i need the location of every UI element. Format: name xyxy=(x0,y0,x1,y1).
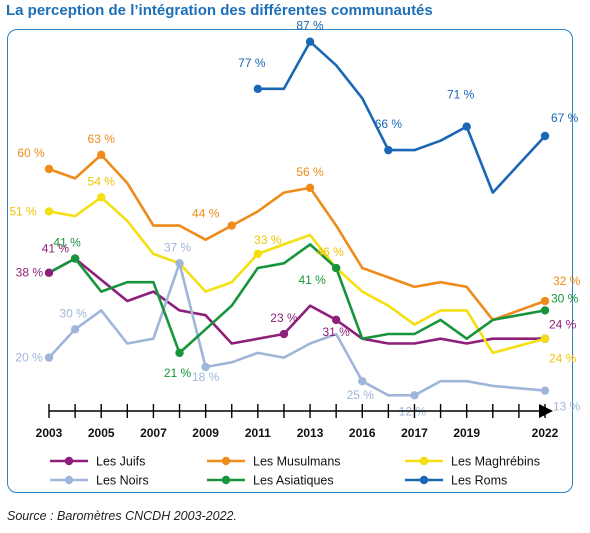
x-tick-label-2016: 2016 xyxy=(349,426,376,440)
x-axis: 2003 2005 2007 2009 2011 2013 2016 2017 2019 2022 xyxy=(36,404,559,440)
x-tick-label-2022: 2022 xyxy=(532,426,559,440)
series-line-les-musulmans xyxy=(48,153,546,322)
data-point-les-juifs-9 xyxy=(279,329,289,339)
series-line-les-noirs xyxy=(48,262,546,397)
legend-label-les-maghr-bins: Les Maghrébins xyxy=(451,455,540,469)
data-label-les-musulmans-19: 32 % xyxy=(553,274,581,288)
data-label-les-roms-13: 66 % xyxy=(375,117,403,131)
data-label-les-maghr-bins-8: 33 % xyxy=(254,233,282,247)
series-line-les-asiatiques xyxy=(48,243,546,355)
data-label-les-musulmans-7: 44 % xyxy=(192,207,220,221)
legend-label-les-noirs: Les Noirs xyxy=(96,474,149,488)
data-point-les-noirs-12 xyxy=(358,376,367,386)
data-label-les-musulmans-2: 63 % xyxy=(88,132,116,146)
series-points xyxy=(44,37,550,400)
data-point-les-noirs-1 xyxy=(70,325,80,334)
data-point-les-roms-13 xyxy=(384,145,393,155)
data-point-les-asiatiques-5 xyxy=(175,348,184,358)
data-point-les-roms-19 xyxy=(540,131,550,141)
legend-label-les-roms: Les Roms xyxy=(451,474,507,488)
data-label-les-noirs-19: 13 % xyxy=(553,400,581,414)
data-label-les-asiatiques-11: 41 % xyxy=(298,273,326,287)
data-point-les-maghr-bins-19 xyxy=(540,334,550,343)
legend-label-les-musulmans: Les Musulmans xyxy=(253,455,341,469)
legend-marker-les-noirs xyxy=(64,475,74,485)
x-tick-label-2005: 2005 xyxy=(88,426,115,440)
data-point-les-juifs-11 xyxy=(331,315,341,325)
chart-title: La perception de l’intégration des diffé… xyxy=(6,2,433,19)
legend-label-les-juifs: Les Juifs xyxy=(96,455,145,469)
data-point-les-musulmans-7 xyxy=(227,221,236,230)
data-label-les-maghr-bins-2: 54 % xyxy=(88,174,116,188)
legend-marker-les-maghr-bins xyxy=(419,456,429,466)
data-point-les-noirs-6 xyxy=(201,362,210,372)
data-label-les-asiatiques-1: 41 % xyxy=(53,236,81,250)
data-label-les-noirs-1: 30 % xyxy=(59,306,87,320)
data-label-les-musulmans-10: 56 % xyxy=(296,165,324,179)
x-tick-label-2007: 2007 xyxy=(140,426,167,440)
data-label-les-noirs-5: 37 % xyxy=(164,240,192,254)
legend-label-les-asiatiques: Les Asiatiques xyxy=(253,474,334,488)
data-point-les-asiatiques-1 xyxy=(70,254,80,263)
data-label-les-asiatiques-19: 30 % xyxy=(551,291,579,305)
data-label-les-juifs-0: 38 % xyxy=(16,266,44,280)
legend-marker-les-roms xyxy=(419,475,429,485)
data-point-les-noirs-19 xyxy=(540,386,550,395)
series-line-les-maghr-bins xyxy=(48,196,546,355)
data-label-les-roms-10: 87 % xyxy=(296,19,324,33)
data-point-les-musulmans-19 xyxy=(540,296,550,306)
data-label-les-maghr-bins-11: 46 % xyxy=(316,245,344,259)
data-label-les-noirs-0: 20 % xyxy=(15,351,43,365)
data-point-les-musulmans-10 xyxy=(305,183,315,193)
data-point-les-musulmans-0 xyxy=(44,164,54,174)
legend-marker-les-musulmans xyxy=(221,456,231,466)
x-tick-label-2009: 2009 xyxy=(192,426,219,440)
data-point-les-asiatiques-11 xyxy=(331,263,341,273)
data-label-les-maghr-bins-19: 24 % xyxy=(549,352,577,366)
data-label-les-juifs-19: 24 % xyxy=(549,318,577,332)
data-label-les-noirs-12: 25 % xyxy=(347,388,375,402)
data-label-les-maghr-bins-0: 51 % xyxy=(9,204,37,218)
data-point-les-noirs-0 xyxy=(44,353,54,362)
legend-marker-les-juifs xyxy=(64,456,74,466)
data-point-les-maghr-bins-8 xyxy=(253,249,263,259)
data-point-les-roms-10 xyxy=(305,37,315,46)
data-label-les-juifs-9: 23 % xyxy=(270,311,298,325)
data-label-les-roms-8: 77 % xyxy=(238,56,266,70)
series-line-les-juifs xyxy=(48,257,545,345)
x-tick-label-2017: 2017 xyxy=(401,426,428,440)
data-point-les-noirs-5 xyxy=(175,259,184,268)
legend-marker-les-asiatiques xyxy=(221,475,231,485)
data-point-les-noirs-14 xyxy=(410,391,419,400)
x-tick-label-2011: 2011 xyxy=(245,426,271,440)
data-label-les-juifs-11: 31 % xyxy=(322,325,350,339)
data-point-les-maghr-bins-2 xyxy=(97,193,106,202)
data-label-les-juifs-1: 41 % xyxy=(42,242,70,256)
data-label-les-musulmans-0: 60 % xyxy=(17,146,45,160)
legend: Les Juifs Les Musulmans Les Maghrébins Les … xyxy=(50,455,540,488)
data-point-les-maghr-bins-0 xyxy=(44,207,54,216)
data-point-les-musulmans-2 xyxy=(97,150,106,160)
source-note: Source : Baromètres CNCDH 2003-2022. xyxy=(7,509,237,523)
data-label-les-noirs-6: 18 % xyxy=(192,370,220,384)
x-tick-label-2003: 2003 xyxy=(36,426,63,440)
data-labels: 38 % 41 % 23 % 31 % 24 % 60 % 63 % 44 % 56 % 32 %… xyxy=(9,19,580,419)
x-tick-label-2013: 2013 xyxy=(297,426,324,440)
data-point-les-roms-16 xyxy=(462,122,471,131)
x-tick-label-2019: 2019 xyxy=(453,426,480,440)
data-label-les-roms-16: 71 % xyxy=(447,88,475,102)
chart-frame xyxy=(7,29,573,493)
data-point-les-juifs-0 xyxy=(44,268,54,277)
x-axis-arrow xyxy=(539,404,553,418)
data-label-les-roms-19: 67 % xyxy=(551,111,579,125)
data-point-les-roms-8 xyxy=(253,84,263,94)
data-label-les-asiatiques-5: 21 % xyxy=(164,366,192,380)
data-point-les-asiatiques-19 xyxy=(540,306,550,315)
